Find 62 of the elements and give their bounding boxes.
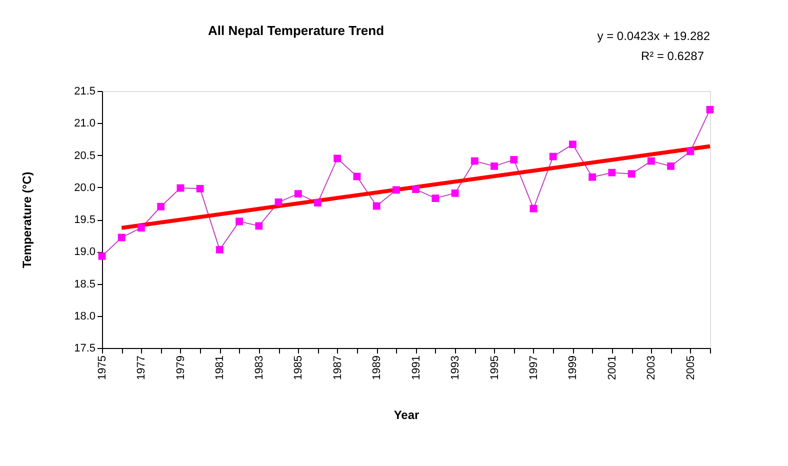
x-tick-label: 1999: [567, 356, 580, 380]
point: [667, 162, 674, 170]
chart-title: All Nepal Temperature Trend: [208, 23, 384, 38]
point: [706, 106, 714, 114]
x-tick-label: 1993: [450, 356, 462, 380]
point: [569, 140, 576, 148]
point: [608, 168, 616, 176]
point: [157, 202, 165, 210]
x-tick-label: 1985: [292, 356, 305, 380]
y-tick-label: 18.5: [74, 278, 96, 290]
point: [353, 172, 361, 180]
point: [686, 148, 694, 156]
y-tick-label: 21.0: [74, 118, 96, 130]
x-tick-label: 1977: [136, 356, 148, 380]
point: [98, 252, 106, 260]
x-tick-label: 2003: [646, 356, 658, 380]
x-tick-label: 1989: [371, 356, 384, 380]
x-tick-label: 1987: [332, 356, 344, 380]
x-tick-label: 1979: [174, 356, 187, 380]
point: [196, 184, 204, 192]
point: [216, 246, 224, 254]
point: [274, 198, 282, 206]
x-tick-label: 1997: [528, 356, 540, 380]
x-tick-label: 1975: [96, 356, 108, 380]
y-tick-label: 21.5: [74, 86, 96, 98]
point: [647, 157, 655, 165]
text: y = 0.0423x + 19.282: [597, 29, 710, 43]
point: [118, 234, 126, 242]
x-tick-label: 2001: [606, 356, 618, 380]
point: [392, 186, 400, 194]
point: [412, 186, 420, 194]
x-tick-label: 2005: [684, 356, 697, 380]
y-tick-label: 20.0: [74, 182, 96, 194]
x-tick-label: 1983: [253, 356, 266, 380]
point: [236, 218, 243, 226]
x-tick-label: 1991: [410, 356, 422, 380]
point: [138, 224, 145, 232]
y-tick-label: 18.0: [74, 310, 96, 322]
y-axis-title: Temperature (°C): [20, 172, 34, 268]
point: [432, 194, 440, 202]
point: [628, 170, 636, 178]
x-tick-label: 1995: [488, 356, 501, 380]
point: [176, 184, 184, 192]
x-tick-label: 1981: [214, 356, 226, 380]
y-tick-label: 20.5: [74, 150, 96, 162]
point: [588, 173, 596, 181]
point: [334, 154, 342, 162]
point: [372, 202, 380, 210]
text: R² = 0.6287: [640, 49, 704, 63]
y-tick-label: 19.5: [74, 214, 96, 226]
point: [255, 222, 263, 230]
y-tick-label: 17.5: [74, 342, 96, 354]
y-tick-label: 19.0: [74, 246, 96, 258]
x-axis-title: Year: [394, 408, 420, 422]
point: [294, 190, 302, 198]
point: [530, 204, 538, 212]
point: [510, 156, 518, 164]
point: [470, 157, 478, 165]
point: [451, 189, 459, 197]
point: [549, 152, 557, 160]
point: [490, 162, 498, 170]
point: [314, 199, 322, 207]
